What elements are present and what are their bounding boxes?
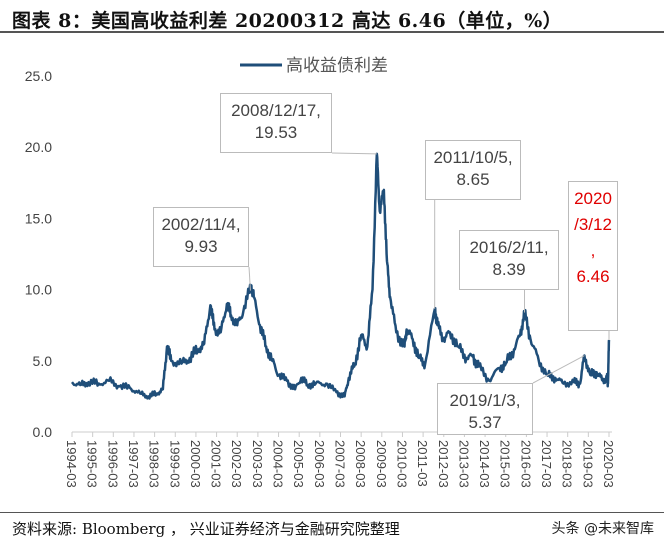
x-tick-label: 2005-03 [291,440,306,488]
x-tick-label: 2009-03 [374,440,389,488]
x-tick-label: 2012-03 [436,440,451,488]
annotation-text: 2019/1/3, [449,391,521,410]
annotation-leader [248,266,251,291]
annotation-text: 2002/11/4, [161,215,241,234]
annotation-text: /3/12 [574,215,612,234]
x-tick-label: 2018-03 [560,440,575,488]
y-tick-label: 15.0 [25,210,52,226]
x-tick-label: 2019-03 [580,440,595,488]
title-divider [0,31,664,33]
annotation-callout: 2011/10/5, 8.65 [425,140,521,200]
annotation-text: 2016/2/11, [469,238,549,257]
annotation-text: , 6.46 [576,241,610,286]
x-tick-label: 2003-03 [250,440,265,488]
annotation-text: 8.39 [492,260,526,279]
source-note: 资料来源: Bloomberg ， 兴业证券经济与金融研究院整理 [12,520,400,538]
annotation-leader [331,152,377,155]
annotation-text: 2011/10/5, [433,148,513,167]
x-tick-label: 2017-03 [539,440,554,488]
footer-divider [0,512,664,513]
annotation-callout: 2020/3/12 , 6.46 [568,181,618,331]
series-line-high-yield-spread [71,152,611,400]
annotation-text: 5.37 [468,413,502,432]
legend-label: 高收益债利差 [286,56,388,76]
x-tick-label: 2004-03 [271,440,286,488]
x-tick-label: 2000-03 [188,440,203,488]
x-tick-label: 2001-03 [209,440,224,488]
annotation-text: 2008/12/17, [231,101,321,120]
x-tick-label: 1995-03 [85,440,100,488]
x-tick-label: 2008-03 [353,440,368,488]
line-chart: 0.0 5.0 10.0 15.0 20.0 25.0 1994-03 1995-03 1996… [25,56,616,488]
x-tick-label: 2007-03 [333,440,348,488]
x-tick-label: 1994-03 [64,440,79,488]
x-tick-label: 2014-03 [477,440,492,488]
y-tick-label: 10.0 [25,282,52,298]
x-tick-label: 1998-03 [147,440,162,488]
x-tick-label: 1996-03 [105,440,120,488]
x-tick-label: 2013-03 [456,440,471,488]
y-tick-label: 25.0 [25,68,52,84]
annotation-leader [532,355,585,384]
y-tick-label: 5.0 [33,353,53,369]
x-tick-label: 1999-03 [167,440,182,488]
x-tick-label: 2011-03 [415,440,430,487]
annotation-callout: 2002/11/4, 9.93 [153,207,249,267]
y-tick-label: 20.0 [25,139,52,155]
annotation-callout: 2019/1/3, 5.37 [437,383,533,435]
x-tick-label: 2016-03 [518,440,533,488]
x-tick-label: 2006-03 [312,440,327,488]
watermark: 头条 @未来智库 [551,521,654,537]
x-tick-label: 2010-03 [394,440,409,488]
x-tick-label: 2002-03 [229,440,244,488]
y-tick-label: 0.0 [33,424,53,440]
annotation-text: 2020 [574,189,612,208]
annotation-text: 19.53 [254,123,298,142]
annotation-callout: 2008/12/17, 19.53 [220,93,332,153]
annotation-text: 8.65 [456,170,490,189]
x-tick-label: 1997-03 [126,440,141,488]
annotation-callout: 2016/2/11, 8.39 [459,230,559,290]
annotation-text: 9.93 [184,237,218,256]
figure-title: 图表 8：美国高收益利差 20200312 高达 6.46（单位，%） [12,10,563,32]
x-tick-label: 2020-03 [601,440,616,488]
x-tick-label: 2015-03 [498,440,513,488]
